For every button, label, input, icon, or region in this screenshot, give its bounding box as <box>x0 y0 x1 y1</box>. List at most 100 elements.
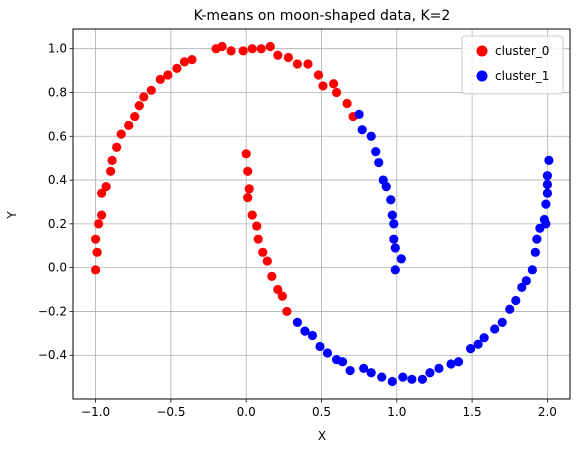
data-point-cluster-1 <box>292 317 303 327</box>
data-point-cluster-1 <box>517 282 527 292</box>
x-axis-label: X <box>318 429 326 443</box>
data-point-cluster-0 <box>328 79 339 89</box>
data-point-cluster-0 <box>244 184 254 194</box>
data-point-cluster-1 <box>359 363 369 373</box>
data-point-cluster-1 <box>381 182 391 192</box>
data-point-cluster-1 <box>541 199 551 209</box>
data-point-cluster-0 <box>267 271 277 281</box>
data-point-cluster-0 <box>134 101 144 111</box>
data-point-cluster-0 <box>241 149 251 159</box>
data-points <box>90 41 554 387</box>
data-point-cluster-1 <box>497 317 507 327</box>
x-tick-label: 0.0 <box>237 405 256 419</box>
data-point-cluster-0 <box>97 188 107 198</box>
x-tick-label: 2.0 <box>538 405 557 419</box>
grid <box>73 29 570 399</box>
data-point-cluster-0 <box>247 210 257 220</box>
data-point-cluster-0 <box>258 247 268 257</box>
y-tick-label: 0.2 <box>48 217 67 231</box>
data-point-cluster-0 <box>90 265 101 275</box>
data-point-cluster-0 <box>163 70 173 80</box>
data-point-cluster-1 <box>377 372 387 382</box>
data-point-cluster-1 <box>366 368 376 378</box>
legend-label-cluster-0: cluster_0 <box>495 44 549 58</box>
data-point-cluster-1 <box>479 333 489 343</box>
data-point-cluster-1 <box>505 304 515 314</box>
chart-title: K-means on moon-shaped data, K=2 <box>194 8 451 24</box>
data-point-cluster-0 <box>243 192 253 203</box>
data-point-cluster-0 <box>262 256 272 266</box>
data-point-cluster-0 <box>107 155 117 165</box>
data-point-cluster-0 <box>101 182 111 192</box>
data-point-cluster-1 <box>407 374 417 384</box>
y-tick-label: 0.0 <box>48 261 67 275</box>
y-tick-label: −0.2 <box>38 304 67 318</box>
data-point-cluster-0 <box>243 166 253 176</box>
data-point-cluster-1 <box>387 376 397 387</box>
legend: cluster_0 cluster_1 <box>461 35 564 95</box>
y-tick-label: −0.4 <box>38 348 67 362</box>
data-point-cluster-1 <box>453 357 464 367</box>
data-point-cluster-0 <box>238 46 248 56</box>
data-point-cluster-1 <box>542 179 553 190</box>
data-point-cluster-1 <box>315 341 325 352</box>
data-point-cluster-0 <box>94 219 104 229</box>
data-point-cluster-0 <box>342 98 352 109</box>
data-point-cluster-1 <box>532 234 542 244</box>
data-point-cluster-0 <box>253 234 263 244</box>
legend-marker-cluster-0 <box>476 45 488 57</box>
data-point-cluster-1 <box>521 276 531 286</box>
data-point-cluster-0 <box>217 41 227 52</box>
data-point-cluster-0 <box>292 59 303 69</box>
x-tick-label: −0.5 <box>156 405 185 419</box>
data-point-cluster-1 <box>425 368 435 378</box>
data-point-cluster-1 <box>527 265 537 275</box>
data-point-cluster-1 <box>307 330 318 341</box>
x-tick-label: 1.5 <box>463 405 482 419</box>
data-point-cluster-1 <box>387 210 397 220</box>
data-point-cluster-0 <box>277 291 287 301</box>
data-point-cluster-1 <box>511 295 521 306</box>
y-tick-label: 1.0 <box>48 42 67 56</box>
data-point-cluster-1 <box>396 254 406 264</box>
y-tick-label: 0.6 <box>48 129 67 143</box>
data-point-cluster-0 <box>124 120 134 130</box>
data-point-cluster-0 <box>247 44 257 54</box>
data-point-cluster-0 <box>130 111 140 122</box>
data-point-cluster-0 <box>265 41 275 52</box>
data-point-cluster-0 <box>112 142 122 152</box>
data-point-cluster-0 <box>283 52 293 63</box>
data-point-cluster-1 <box>357 125 367 135</box>
data-point-cluster-1 <box>300 326 310 336</box>
data-point-cluster-1 <box>434 363 444 373</box>
data-point-cluster-1 <box>466 344 476 354</box>
data-point-cluster-0 <box>179 57 190 67</box>
data-point-cluster-0 <box>273 50 283 60</box>
data-point-cluster-0 <box>172 63 182 74</box>
x-tick-label: −1.0 <box>81 405 110 419</box>
data-point-cluster-0 <box>282 306 292 317</box>
data-point-cluster-0 <box>116 129 126 139</box>
data-point-cluster-0 <box>97 210 107 220</box>
data-point-cluster-1 <box>490 324 500 334</box>
data-point-cluster-1 <box>398 372 408 382</box>
data-point-cluster-0 <box>155 74 165 84</box>
legend-marker-cluster-1 <box>476 70 488 82</box>
data-point-cluster-1 <box>337 357 348 367</box>
data-point-cluster-0 <box>256 44 266 54</box>
x-tick-label: 1.0 <box>387 405 406 419</box>
data-point-cluster-1 <box>417 374 428 384</box>
data-point-cluster-1 <box>530 247 540 257</box>
data-point-cluster-0 <box>252 221 262 231</box>
data-point-cluster-1 <box>354 109 364 119</box>
data-point-cluster-0 <box>226 46 236 56</box>
data-point-cluster-1 <box>374 157 384 168</box>
data-point-cluster-1 <box>386 195 396 205</box>
data-point-cluster-1 <box>366 131 376 141</box>
data-point-cluster-0 <box>331 87 342 98</box>
data-point-cluster-1 <box>539 214 549 225</box>
data-point-cluster-0 <box>146 85 156 95</box>
data-point-cluster-1 <box>345 365 355 376</box>
data-point-cluster-0 <box>106 166 116 176</box>
